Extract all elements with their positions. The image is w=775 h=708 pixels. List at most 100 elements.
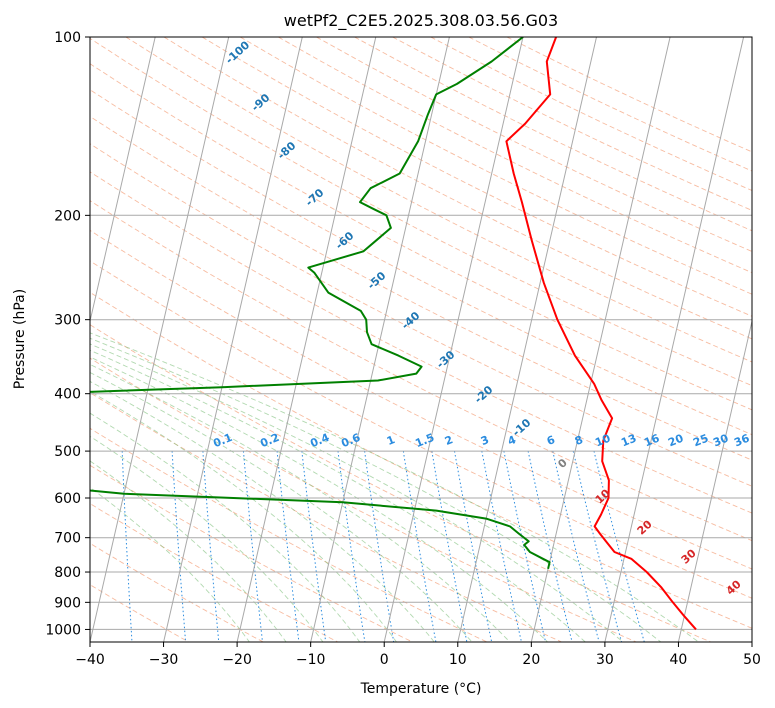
line-labels: -100-90-80-70-60-50-40-30-20-10010203040… — [211, 38, 751, 597]
mixing-ratio-line — [337, 451, 366, 642]
background-lines — [90, 37, 752, 642]
moist-adiabat — [90, 343, 624, 642]
dry-adiabat — [90, 260, 752, 599]
dry-adiabat — [90, 291, 752, 629]
mixing-ratio-label: 0.4 — [308, 431, 331, 450]
dry-adiabat — [506, 37, 752, 153]
y-tick-label: 500 — [54, 444, 81, 460]
mixing-ratio-label: 2 — [443, 433, 455, 448]
moist-adiabat — [90, 332, 699, 642]
isotherm-line — [236, 37, 377, 642]
mixing-ratio-line — [242, 451, 263, 642]
dry-adiabat-label: -50 — [365, 269, 389, 292]
dry-adiabat — [316, 37, 752, 252]
dry-adiabat — [90, 584, 189, 642]
x-tick-label: 50 — [743, 652, 761, 668]
mixing-ratio-label: 25 — [691, 432, 710, 450]
isotherm-line — [457, 37, 597, 642]
mixing-ratio-line — [121, 451, 133, 642]
dry-adiabat — [90, 229, 752, 570]
dry-adiabat — [468, 37, 752, 172]
isotherm-line — [310, 37, 450, 642]
mixing-ratio-label: 10 — [593, 432, 612, 450]
x-tick-label: 10 — [449, 652, 467, 668]
mixing-ratio-line — [572, 450, 623, 642]
dry-adiabat — [90, 357, 637, 642]
mixing-ratio-label: 6 — [545, 433, 557, 448]
mixing-ratio-label: 0.6 — [339, 431, 362, 450]
dry-adiabat-label: -20 — [472, 383, 496, 406]
isotherm-line — [751, 639, 752, 642]
y-tick-label: 300 — [54, 313, 81, 329]
moist-adiabat — [90, 337, 662, 642]
mixing-ratio-line — [593, 450, 645, 642]
x-tick-label: 20 — [522, 652, 540, 668]
dry-adiabat — [90, 143, 752, 487]
isotherm-line — [677, 318, 752, 642]
moist-adiabat — [90, 412, 361, 642]
mixing-ratio-label: 1.5 — [413, 431, 436, 450]
grid-lines — [0, 37, 752, 642]
x-axis-ticks: −40 −30 −20 −10 0 10 20 30 40 50 — [75, 642, 761, 668]
dry-adiabat — [90, 464, 413, 642]
mixing-ratio-label: 13 — [619, 432, 638, 450]
dry-adiabat — [430, 37, 752, 192]
dry-adiabat — [392, 37, 752, 211]
mixing-ratio-label: 1 — [385, 433, 397, 448]
chart-title: wetPf2_C2E5.2025.308.03.56.G03 — [284, 11, 558, 31]
dry-adiabat-label: -40 — [399, 309, 423, 332]
moist-adiabat — [90, 349, 586, 642]
y-tick-label: 600 — [54, 491, 81, 507]
mixing-ratio-label: 30 — [711, 432, 730, 450]
isotherm-line — [604, 37, 745, 642]
x-tick-label: −40 — [75, 652, 105, 668]
isotherm-line — [90, 37, 230, 642]
mixing-ratio-label: 20 — [666, 432, 685, 450]
mixing-ratio-line — [552, 450, 600, 642]
x-tick-label: 40 — [670, 652, 688, 668]
y-tick-label: 900 — [54, 595, 81, 611]
dry-adiabat — [354, 37, 752, 232]
x-tick-label: 30 — [596, 652, 614, 668]
x-axis-label: Temperature (°C) — [360, 681, 482, 697]
moist-adiabat — [90, 390, 397, 642]
isotherm-line — [530, 37, 671, 642]
dry-adiabat-label: -90 — [249, 91, 273, 114]
dry-adiabat — [239, 37, 752, 295]
mixing-ratio-line — [431, 451, 468, 642]
mixing-ratio-line — [364, 451, 395, 642]
mixing-ratio-label: 16 — [642, 432, 661, 450]
mixing-ratio-line — [301, 451, 327, 642]
isotherm-line — [163, 37, 303, 642]
isotherm-line — [0, 37, 8, 642]
dry-adiabat — [163, 37, 752, 340]
moist-adiabat — [90, 460, 287, 642]
dewpoint-line — [90, 37, 551, 570]
mixing-ratio-label: 8 — [573, 433, 585, 448]
x-tick-label: 0 — [380, 652, 389, 668]
dry-adiabat-label: -30 — [434, 348, 458, 371]
dry-adiabat — [90, 63, 752, 411]
dry-adiabat — [90, 171, 752, 514]
dry-adiabat-label: 40 — [724, 577, 744, 597]
x-tick-label: −10 — [296, 652, 326, 668]
dry-adiabat-label: -70 — [303, 186, 327, 209]
y-tick-label: 200 — [54, 208, 81, 224]
y-axis-ticks: 100 200 300 400 500 600 700 800 900 1000 — [45, 30, 90, 638]
dry-adiabat-label: 10 — [593, 486, 613, 506]
mixing-ratio-label: 0.1 — [211, 431, 234, 450]
dry-adiabat — [90, 392, 562, 642]
mixing-ratio-line — [481, 451, 522, 642]
y-tick-label: 700 — [54, 531, 81, 547]
plot-frame — [89, 36, 753, 643]
mixing-ratio-line — [276, 451, 300, 642]
series-layer — [90, 37, 697, 631]
dry-adiabat — [90, 503, 339, 642]
dry-adiabat — [90, 200, 752, 542]
y-tick-label: 800 — [54, 565, 81, 581]
moist-adiabat — [90, 363, 511, 642]
isotherm-line — [383, 37, 524, 642]
moist-adiabat — [90, 356, 548, 642]
mixing-ratio-label: 3 — [479, 433, 491, 448]
